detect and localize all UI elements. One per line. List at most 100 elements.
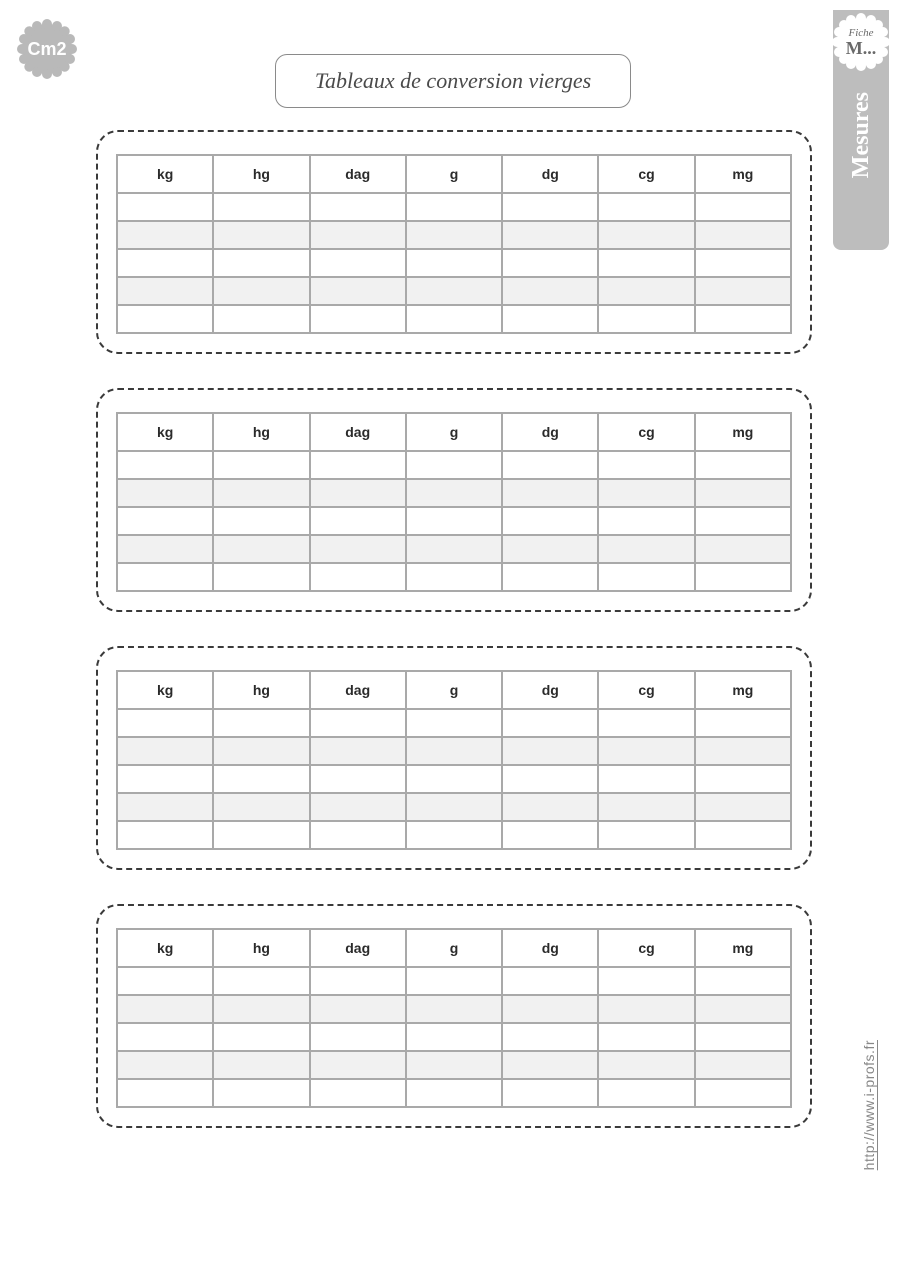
table-header: hg (213, 929, 309, 967)
table-cell (310, 709, 406, 737)
table-cell (406, 535, 502, 563)
table-cell (502, 737, 598, 765)
table-cell (695, 221, 791, 249)
table-cell (695, 249, 791, 277)
table-cell (598, 479, 694, 507)
table-cell (598, 765, 694, 793)
table-cell (598, 305, 694, 333)
conversion-table: kghgdaggdgcgmg (116, 670, 792, 850)
table-row (117, 249, 791, 277)
table-cell (695, 305, 791, 333)
table-row (117, 1051, 791, 1079)
table-cell (598, 1051, 694, 1079)
table-cell (695, 737, 791, 765)
table-header: dag (310, 413, 406, 451)
table-cell (117, 1023, 213, 1051)
table-cell (406, 451, 502, 479)
table-cell (310, 1051, 406, 1079)
table-cell (213, 305, 309, 333)
table-cell (695, 765, 791, 793)
table-cell (117, 1051, 213, 1079)
table-cell (310, 221, 406, 249)
table-cell (117, 709, 213, 737)
table-cell (310, 821, 406, 849)
table-cell (502, 563, 598, 591)
table-cell (213, 535, 309, 563)
table-row (117, 995, 791, 1023)
table-cell (502, 1051, 598, 1079)
table-row (117, 479, 791, 507)
table-cell (117, 221, 213, 249)
table-header: g (406, 413, 502, 451)
page-title: Tableaux de conversion vierges (315, 68, 591, 94)
table-cell (310, 479, 406, 507)
table-cell (406, 249, 502, 277)
table-header: kg (117, 413, 213, 451)
table-cell (213, 451, 309, 479)
table-cell (695, 709, 791, 737)
table-header: kg (117, 155, 213, 193)
table-cell (598, 563, 694, 591)
table-header: cg (598, 929, 694, 967)
table-cell (117, 535, 213, 563)
table-cell (502, 507, 598, 535)
table-cell (598, 277, 694, 305)
table-cell (502, 193, 598, 221)
table-cell (695, 821, 791, 849)
table-cell (598, 451, 694, 479)
table-cell (310, 967, 406, 995)
table-cell (117, 995, 213, 1023)
table-row (117, 535, 791, 563)
table-cell (502, 277, 598, 305)
table-cell (310, 765, 406, 793)
table-row (117, 193, 791, 221)
table-row (117, 967, 791, 995)
table-cell (598, 193, 694, 221)
table-cell (406, 1079, 502, 1107)
table-row (117, 1023, 791, 1051)
table-header: mg (695, 155, 791, 193)
table-cell (310, 737, 406, 765)
table-cell (213, 967, 309, 995)
table-header: g (406, 155, 502, 193)
table-cell (502, 479, 598, 507)
table-cell (310, 1023, 406, 1051)
table-cell (117, 249, 213, 277)
table-cell (310, 995, 406, 1023)
source-link: http://www.i-profs.fr (861, 1040, 877, 1170)
table-row (117, 507, 791, 535)
table-cell (213, 249, 309, 277)
table-cell (502, 451, 598, 479)
table-header: kg (117, 929, 213, 967)
table-cell (598, 821, 694, 849)
table-cell (406, 479, 502, 507)
table-cell (406, 193, 502, 221)
table-cell (213, 737, 309, 765)
table-cell (598, 967, 694, 995)
table-cell (695, 793, 791, 821)
table-header: cg (598, 155, 694, 193)
table-cell (695, 535, 791, 563)
table-cell (213, 995, 309, 1023)
table-cell (213, 193, 309, 221)
table-cell (117, 507, 213, 535)
table-cell (598, 737, 694, 765)
table-cell (117, 737, 213, 765)
conversion-panel: kghgdaggdgcgmg (96, 130, 812, 354)
side-tab: Fiche M... Mesures (833, 10, 889, 250)
conversion-table: kghgdaggdgcgmg (116, 412, 792, 592)
worksheet-page: Cm2 Tableaux de conversion vierges (0, 0, 905, 1280)
table-row (117, 305, 791, 333)
table-header: dg (502, 413, 598, 451)
table-cell (502, 821, 598, 849)
table-cell (117, 1079, 213, 1107)
table-header: dag (310, 929, 406, 967)
table-cell (213, 277, 309, 305)
table-cell (117, 765, 213, 793)
table-cell (406, 995, 502, 1023)
table-row (117, 1079, 791, 1107)
table-row (117, 793, 791, 821)
table-cell (502, 995, 598, 1023)
table-cell (695, 507, 791, 535)
table-cell (695, 1079, 791, 1107)
